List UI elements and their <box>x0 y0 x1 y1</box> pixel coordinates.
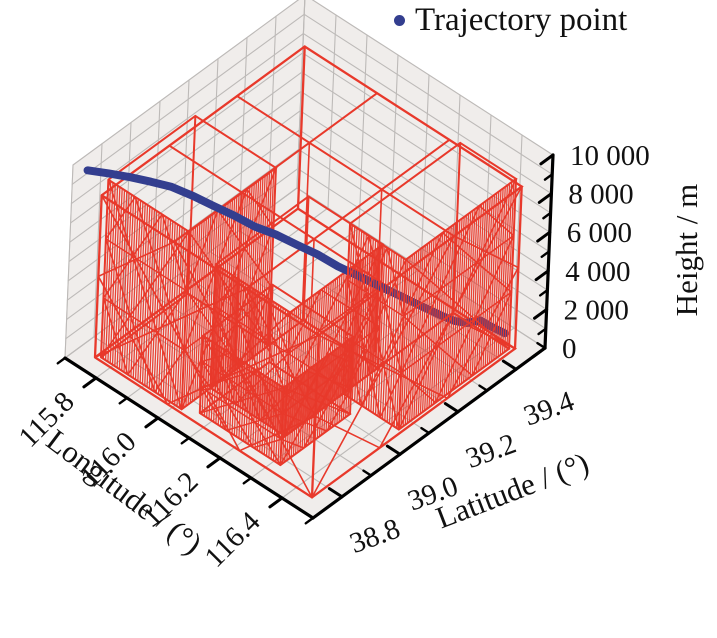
trajectory-line <box>83 166 509 338</box>
lat-tick-label: 39.2 <box>462 428 521 475</box>
lat-tick-label: 38.8 <box>346 513 405 560</box>
legend: Trajectory point <box>394 0 627 40</box>
obstacle-wireframes-front <box>198 141 518 467</box>
trajectory-point-marker-icon <box>394 14 405 26</box>
z-tick-label: 8 000 <box>568 179 633 211</box>
axes <box>56 153 555 525</box>
z-tick-label: 6 000 <box>567 217 632 249</box>
z-tick-label: 2 000 <box>564 294 629 326</box>
obstacle-wireframes <box>93 45 524 499</box>
lon-tick-label: 116.4 <box>199 505 267 573</box>
z-tick-label: 10 000 <box>570 140 650 172</box>
z-tick-label: 4 000 <box>565 256 630 288</box>
z-tick-label: 0 <box>562 333 577 365</box>
z-axis-title: Height / m <box>669 184 704 317</box>
lat-tick-label: 39.4 <box>520 385 579 433</box>
legend-label: Trajectory point <box>415 1 628 38</box>
